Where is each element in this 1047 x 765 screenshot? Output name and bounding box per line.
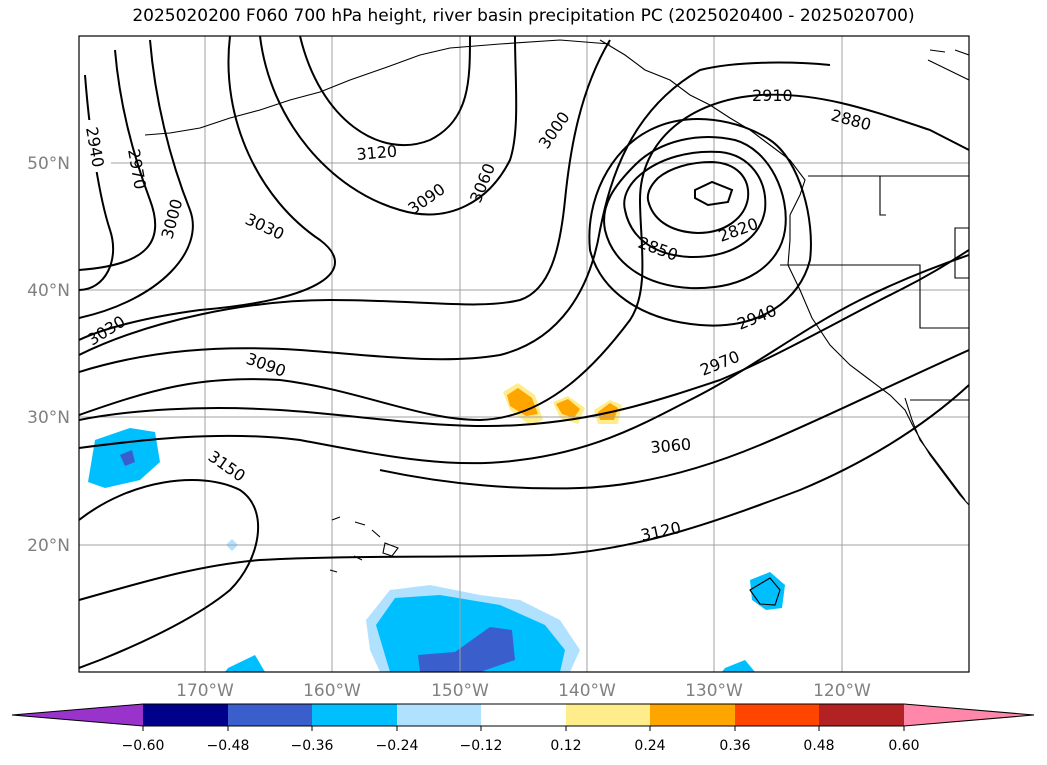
colorbar-segment bbox=[228, 704, 312, 726]
lat-label: 30°N bbox=[27, 408, 70, 428]
contour-label: 3000 bbox=[535, 108, 574, 152]
colorbar-segment bbox=[650, 704, 735, 726]
colorbar-segment bbox=[481, 704, 566, 726]
colorbar-segment bbox=[819, 704, 904, 726]
colorbar-tick-label: −0.36 bbox=[291, 738, 334, 754]
height-contours bbox=[79, 36, 969, 669]
latitude-labels: 50°N 40°N 30°N 20°N bbox=[27, 154, 70, 556]
lat-label: 50°N bbox=[27, 154, 70, 174]
lat-label: 20°N bbox=[27, 536, 70, 556]
contour-label: 3000 bbox=[158, 197, 187, 241]
precip-positive-area bbox=[556, 399, 580, 418]
contour-label: 3030 bbox=[242, 209, 287, 243]
colorbar-tick-label: −0.12 bbox=[460, 738, 503, 754]
lat-label: 40°N bbox=[27, 281, 70, 301]
chart-title: 2025020200 F060 700 hPa height, river ba… bbox=[132, 6, 915, 26]
contour-label: 3150 bbox=[205, 447, 249, 486]
colorbar-segment bbox=[12, 704, 143, 726]
colorbar-segment bbox=[397, 704, 481, 726]
lon-label: 170°W bbox=[176, 681, 234, 701]
colorbar-tick-label: 0.12 bbox=[550, 738, 581, 754]
lon-label: 130°W bbox=[685, 681, 743, 701]
longitude-labels: 170°W 160°W 150°W 140°W 130°W 120°W bbox=[176, 681, 871, 701]
precip-negative-area bbox=[722, 660, 755, 672]
contour-label: 3060 bbox=[650, 435, 692, 457]
contour-label: 3090 bbox=[404, 179, 448, 218]
colorbar-segment bbox=[735, 704, 819, 726]
colorbar-tick-label: 0.36 bbox=[719, 738, 750, 754]
colorbar-tick-label: −0.24 bbox=[376, 738, 419, 754]
precip-negative-area bbox=[120, 450, 135, 466]
lon-label: 120°W bbox=[813, 681, 871, 701]
colorbar-segment bbox=[312, 704, 397, 726]
colorbar-tick-label: −0.60 bbox=[122, 738, 165, 754]
colorbar-tick-label: 0.24 bbox=[634, 738, 665, 754]
precip-negative-area bbox=[418, 627, 515, 672]
contour-label: 2970 bbox=[124, 147, 150, 190]
gridlines bbox=[79, 36, 969, 672]
colorbar-segment bbox=[143, 704, 228, 726]
map-frame bbox=[78, 35, 970, 673]
lon-label: 140°W bbox=[558, 681, 616, 701]
colorbar-segment bbox=[566, 704, 650, 726]
lon-label: 160°W bbox=[303, 681, 361, 701]
precip-negative-area bbox=[376, 595, 565, 672]
lon-label: 150°W bbox=[431, 681, 489, 701]
precip-positive-area bbox=[598, 403, 618, 420]
contour-label: 2820 bbox=[716, 214, 761, 246]
colorbar: −0.60 −0.48 −0.36 −0.24 −0.12 0.12 0.24 … bbox=[11, 703, 1035, 754]
contour-label: 3120 bbox=[356, 142, 398, 164]
colorbar-tick-label: 0.60 bbox=[888, 738, 919, 754]
colorbar-tick-label: 0.48 bbox=[803, 738, 834, 754]
colorbar-segment bbox=[904, 704, 1034, 726]
contour-label: 3120 bbox=[639, 518, 683, 545]
precip-negative-area bbox=[225, 655, 265, 672]
contour-label: 2940 bbox=[734, 301, 779, 334]
colorbar-tick-label: −0.48 bbox=[207, 738, 250, 754]
contour-label: 3090 bbox=[244, 349, 289, 381]
contour-label: 2910 bbox=[752, 86, 793, 105]
